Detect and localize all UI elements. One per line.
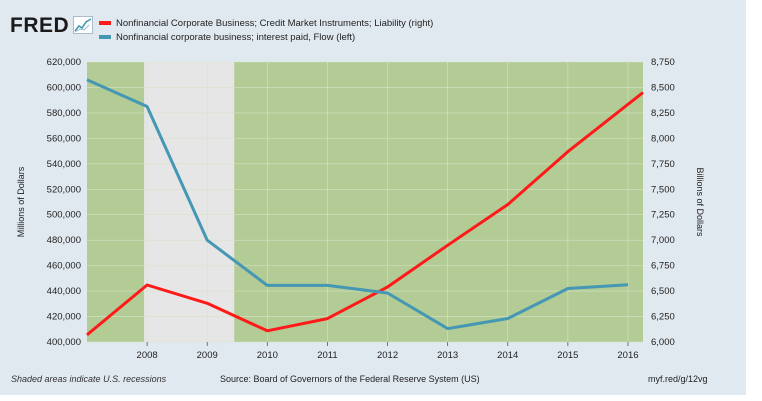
x-tick-label: 2014 [497,350,518,361]
legend-label-blue: Nonfinancial corporate business; interes… [116,31,356,43]
gridlines [87,61,643,343]
right-tick-label: 6,500 [651,286,675,297]
left-tick-label: 560,000 [47,133,81,144]
series-lines [86,78,644,337]
legend-item-red: Nonfinancial Corporate Business; Credit … [99,17,433,29]
left-axis-title: Millions of Dollars [16,166,26,237]
right-tick-label: 8,500 [651,82,675,93]
right-tick-label: 6,000 [651,337,675,348]
right-tick-label: 6,750 [651,261,675,272]
x-tick-label: 2016 [617,350,638,361]
recession-note: Shaded areas indicate U.S. recessions [11,374,167,384]
left-tick-label: 580,000 [47,108,81,119]
right-axis-title: Billions of Dollars [695,167,705,237]
right-tick-label: 7,500 [651,184,675,195]
left-tick-label: 480,000 [47,235,81,246]
right-tick-label: 8,250 [651,108,675,119]
x-axis-ticks: 2008 2009 2010 2011 2012 2013 2014 2015 2016 [137,342,639,361]
left-tick-label: 520,000 [47,184,81,195]
legend-swatch-red [99,21,111,25]
left-tick-label: 420,000 [47,312,81,323]
x-tick-label: 2015 [557,350,578,361]
legend-item-blue: Nonfinancial corporate business; interes… [99,31,355,43]
right-tick-label: 7,750 [651,159,675,170]
x-tick-label: 2009 [197,350,218,361]
right-axis-ticks: 6,000 6,250 6,500 6,750 7,000 7,250 7,500 7,750… [651,57,675,348]
left-tick-label: 400,000 [47,337,81,348]
left-tick-label: 460,000 [47,261,81,272]
left-axis-ticks: 400,000 420,000 440,000 460,000 480,000 500,0… [47,57,81,348]
x-tick-label: 2010 [257,350,278,361]
source-credit: Source: Board of Governors of the Federa… [220,374,480,384]
left-tick-label: 440,000 [47,286,81,297]
legend-swatch-blue [99,35,111,39]
fred-logo: FRED [10,14,70,37]
right-tick-label: 7,250 [651,210,675,221]
series-line-red [86,91,644,337]
left-tick-label: 540,000 [47,159,81,170]
short-url[interactable]: myf.red/g/12vg [648,374,708,384]
left-tick-label: 620,000 [47,57,81,68]
line-graph-icon [73,16,93,34]
left-tick-label: 500,000 [47,210,81,221]
right-tick-label: 6,250 [651,312,675,323]
series-line-blue [86,78,629,331]
x-tick-label: 2011 [317,350,337,361]
right-tick-label: 8,750 [651,57,675,68]
x-tick-label: 2012 [377,350,398,361]
x-tick-label: 2008 [137,350,158,361]
right-tick-label: 7,000 [651,235,675,246]
x-tick-label: 2013 [437,350,458,361]
right-tick-label: 8,000 [651,133,675,144]
left-tick-label: 600,000 [47,82,81,93]
legend-label-red: Nonfinancial Corporate Business; Credit … [116,17,434,29]
